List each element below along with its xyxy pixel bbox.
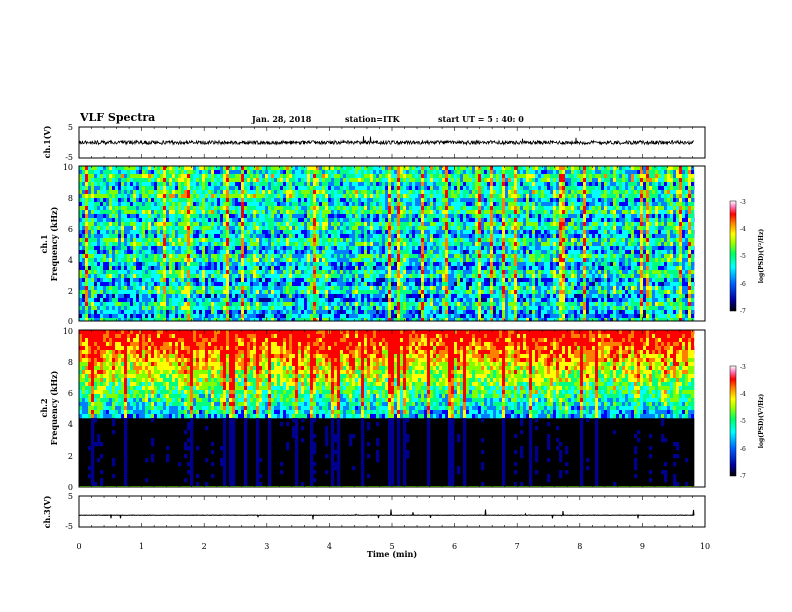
- ch2-freq-tick-0: 0: [68, 483, 73, 492]
- ch2-colorbar-tick-4: -4: [740, 391, 746, 398]
- ch1-colorbar-tick-7: -7: [740, 308, 746, 315]
- time-axis-label: Time (min): [367, 549, 417, 559]
- ch2-freq-tick-6: 6: [68, 389, 73, 398]
- start-time-label: start UT = 5 : 40: 0: [438, 114, 524, 124]
- ch2-freq-tick-2: 2: [68, 452, 73, 461]
- time-tick-label-3: 3: [264, 542, 269, 551]
- ch1-freq-tick-2: 2: [68, 287, 73, 296]
- ch2-spec-ylabel-channel: ch.2: [39, 398, 49, 417]
- ch2-colorbar-tick-5: -5: [740, 418, 746, 425]
- ch1-colorbar-tick-6: -6: [740, 281, 746, 288]
- ch1-freq-tick-4: 4: [68, 256, 73, 265]
- ch1-freq-tick-0: 0: [68, 317, 73, 326]
- ch1-freq-tick-10: 10: [63, 163, 73, 172]
- ch1-colorbar-tick-5: -5: [740, 253, 746, 260]
- time-tick-label-6: 6: [452, 542, 457, 551]
- ch2-freq-tick-10: 10: [63, 327, 73, 336]
- minor-major-ticks: [78, 127, 706, 527]
- axis-ticks: [78, 127, 706, 527]
- time-tick-label-9: 9: [640, 542, 645, 551]
- ch1-spec-ylabel-frequency: Frequency (kHz): [49, 206, 59, 281]
- ch3-ylabel: ch.3(V): [42, 495, 52, 528]
- time-tick-label-0: 0: [76, 542, 81, 551]
- time-axis-ticklabels: 0 1 2 3 4 5 6 7 8 9 10: [76, 542, 710, 551]
- time-tick-label-4: 4: [327, 542, 332, 551]
- station-label: station=ITK: [345, 114, 400, 124]
- time-tick-label-1: 1: [139, 542, 144, 551]
- time-tick-label-2: 2: [202, 542, 207, 551]
- ch1-waveform-trace: [78, 136, 695, 146]
- ch2-spectrogram-panel: 0 2 4 6 8 10 ch.2 Frequency (kHz) -3 -4 …: [39, 327, 765, 492]
- time-tick-label-8: 8: [577, 542, 582, 551]
- ch1-colorbar: [729, 200, 737, 312]
- ch2-colorbar: [729, 365, 737, 477]
- ch1-spectrogram-panel: 0 2 4 6 8 10 ch.1 Frequency (kHz) -3 -4 …: [39, 163, 765, 326]
- date-label: Jan. 28, 2018: [252, 114, 312, 124]
- ch1-colorbar-tick-3: -3: [740, 199, 746, 206]
- ch1-ylabel: ch.1(V): [42, 125, 52, 158]
- ch1-spectrogram-image: [79, 166, 705, 321]
- spec2-no-data-strip: [694, 330, 705, 487]
- time-tick-label-10: 10: [700, 542, 710, 551]
- ch2-colorbar-tick-3: -3: [740, 364, 746, 371]
- ch2-colorbar-label: log(PSD)(V²/Hz): [758, 394, 765, 449]
- ch2-freq-tick-8: 8: [68, 358, 73, 367]
- figure-title: VLF Spectra: [80, 111, 156, 124]
- ch3-waveform-trace: [78, 509, 695, 520]
- time-tick-label-7: 7: [515, 542, 520, 551]
- ch2-spec-ylabel-frequency: Frequency (kHz): [49, 370, 59, 445]
- ch1-freq-tick-8: 8: [68, 194, 73, 203]
- time-tick-label-5: 5: [389, 542, 394, 551]
- ch2-spectrogram-image: [79, 330, 705, 487]
- ch1-colorbar-label: log(PSD)(V²/Hz): [758, 229, 765, 284]
- ch2-colorbar-tick-7: -7: [740, 473, 746, 480]
- ch3-ytick-top: 5: [68, 492, 73, 501]
- ch3-waveform-frame: [78, 495, 706, 528]
- ch1-freq-tick-6: 6: [68, 225, 73, 234]
- ch1-ytick-top: 5: [68, 123, 73, 132]
- ch3-ytick-bottom: -5: [65, 522, 73, 531]
- ch1-ytick-bottom: -5: [65, 153, 73, 162]
- ch2-freq-tick-4: 4: [68, 420, 73, 429]
- ch1-colorbar-tick-4: -4: [740, 226, 746, 233]
- spec1-no-data-strip: [694, 166, 705, 321]
- ch2-colorbar-tick-6: -6: [740, 446, 746, 453]
- ch1-spec-ylabel-channel: ch.1: [39, 234, 49, 253]
